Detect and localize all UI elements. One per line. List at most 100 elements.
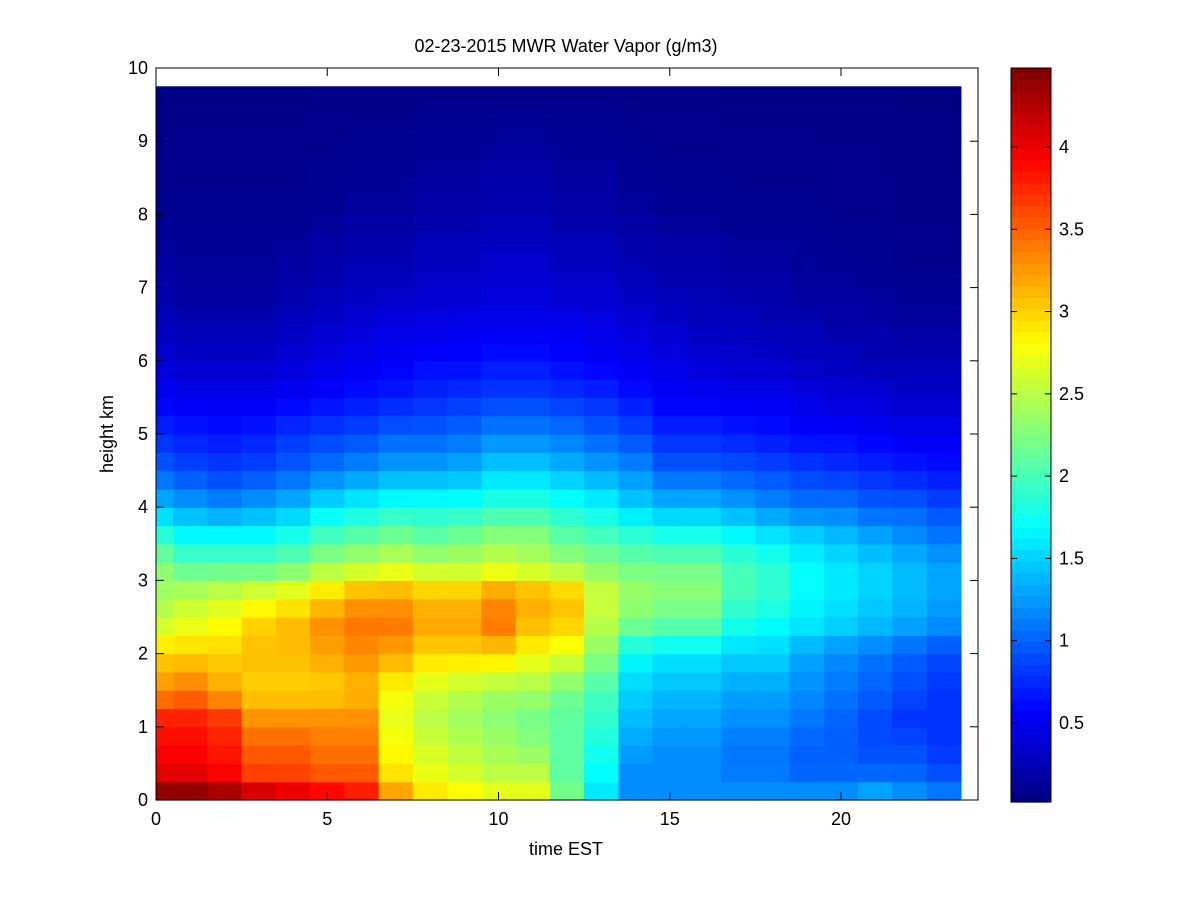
- x-tick-label: 15: [660, 809, 680, 829]
- heatmap-cell: [858, 671, 893, 691]
- heatmap-cell: [310, 122, 345, 142]
- heatmap-cell: [926, 562, 962, 581]
- heatmap-cell: [549, 342, 585, 362]
- heatmap-cell: [378, 671, 414, 691]
- heatmap-cell: [447, 141, 482, 161]
- heatmap-cell: [618, 470, 654, 490]
- heatmap-cell: [686, 305, 722, 325]
- colorbar-segment: [1011, 217, 1051, 230]
- colorbar-segment: [1011, 331, 1051, 344]
- heatmap-cell: [481, 470, 517, 490]
- heatmap-cell: [156, 232, 174, 252]
- heatmap-cell: [892, 251, 928, 270]
- heatmap-cell: [241, 580, 277, 600]
- heatmap-cell: [549, 434, 585, 453]
- heatmap-cell: [275, 434, 311, 453]
- heatmap-cell: [858, 781, 893, 801]
- heatmap-cell: [310, 324, 345, 344]
- heatmap-cell: [310, 379, 345, 398]
- heatmap-cell: [447, 104, 482, 124]
- heatmap-cell: [721, 159, 756, 179]
- heatmap-cell: [755, 690, 791, 710]
- heatmap-cell: [755, 196, 791, 215]
- heatmap-cell: [310, 470, 345, 490]
- heatmap-cell: [549, 269, 585, 289]
- heatmap-cell: [207, 543, 243, 563]
- heatmap-cell: [926, 690, 962, 710]
- heatmap-cell: [481, 159, 517, 179]
- heatmap-cell: [789, 104, 825, 124]
- heatmap-cell: [652, 269, 688, 289]
- colorbar-segment: [1011, 182, 1051, 195]
- heatmap-cell: [344, 324, 380, 344]
- heatmap-cell: [823, 305, 859, 325]
- heatmap-cell: [275, 598, 311, 618]
- heatmap-cell: [686, 287, 722, 307]
- heatmap-cell: [686, 86, 722, 106]
- heatmap-cell: [686, 342, 722, 362]
- heatmap-cell: [481, 104, 517, 124]
- heatmap-cell: [481, 397, 517, 417]
- heatmap-cell: [755, 324, 791, 344]
- heatmap-cell: [755, 397, 791, 417]
- y-tick-label: 2: [138, 644, 148, 664]
- heatmap-cell: [823, 708, 859, 728]
- heatmap-cell: [549, 543, 585, 563]
- heatmap-cell: [173, 177, 208, 197]
- heatmap-cell: [173, 781, 208, 801]
- heatmap-cell: [378, 324, 414, 344]
- heatmap-cell: [344, 525, 380, 545]
- y-tick-label: 8: [138, 204, 148, 224]
- y-tick-label: 1: [138, 717, 148, 737]
- heatmap-cell: [892, 232, 928, 252]
- heatmap-cell: [207, 269, 243, 289]
- heatmap-cell: [892, 214, 928, 234]
- heatmap-cell: [858, 525, 893, 545]
- heatmap-cell: [447, 635, 482, 655]
- y-tick-label: 9: [138, 131, 148, 151]
- heatmap-cell: [156, 305, 174, 325]
- heatmap-cell: [481, 690, 517, 710]
- heatmap-cell: [618, 122, 654, 142]
- heatmap-cell: [926, 379, 962, 398]
- heatmap-cell: [156, 726, 174, 746]
- heatmap-cell: [241, 379, 277, 398]
- heatmap-cell: [549, 562, 585, 581]
- heatmap-cell: [686, 122, 722, 142]
- heatmap-cell: [755, 434, 791, 453]
- heatmap-cell: [755, 141, 791, 161]
- heatmap-cell: [447, 305, 482, 325]
- heatmap-cell: [241, 507, 277, 527]
- colorbar-segment: [1011, 148, 1051, 161]
- heatmap-cell: [652, 305, 688, 325]
- heatmap-cell: [412, 708, 448, 728]
- heatmap-cell: [823, 251, 859, 270]
- heatmap-cell: [515, 305, 551, 325]
- heatmap-cell: [686, 434, 722, 453]
- heatmap-cell: [823, 434, 859, 453]
- heatmap-cell: [858, 488, 893, 508]
- heatmap-cell: [275, 708, 311, 728]
- heatmap-cell: [892, 781, 928, 801]
- heatmap-cell: [412, 635, 448, 655]
- heatmap-cell: [926, 232, 962, 252]
- heatmap-cell: [173, 159, 208, 179]
- heatmap-cell: [378, 214, 414, 234]
- colorbar-segment: [1011, 790, 1051, 803]
- heatmap-cell: [447, 580, 482, 600]
- heatmap-cell: [584, 543, 619, 563]
- heatmap-cell: [789, 287, 825, 307]
- heatmap-cell: [721, 708, 756, 728]
- heatmap-cell: [173, 671, 208, 691]
- heatmap-cell: [310, 287, 345, 307]
- colorbar-segment: [1011, 125, 1051, 138]
- heatmap-cell: [789, 397, 825, 417]
- heatmap-cell: [549, 507, 585, 527]
- heatmap-cell: [275, 763, 311, 783]
- heatmap-cell: [241, 781, 277, 801]
- heatmap-cell: [823, 379, 859, 398]
- heatmap-cell: [823, 86, 859, 106]
- heatmap-cell: [344, 342, 380, 362]
- heatmap-cell: [686, 360, 722, 380]
- heatmap-cell: [447, 488, 482, 508]
